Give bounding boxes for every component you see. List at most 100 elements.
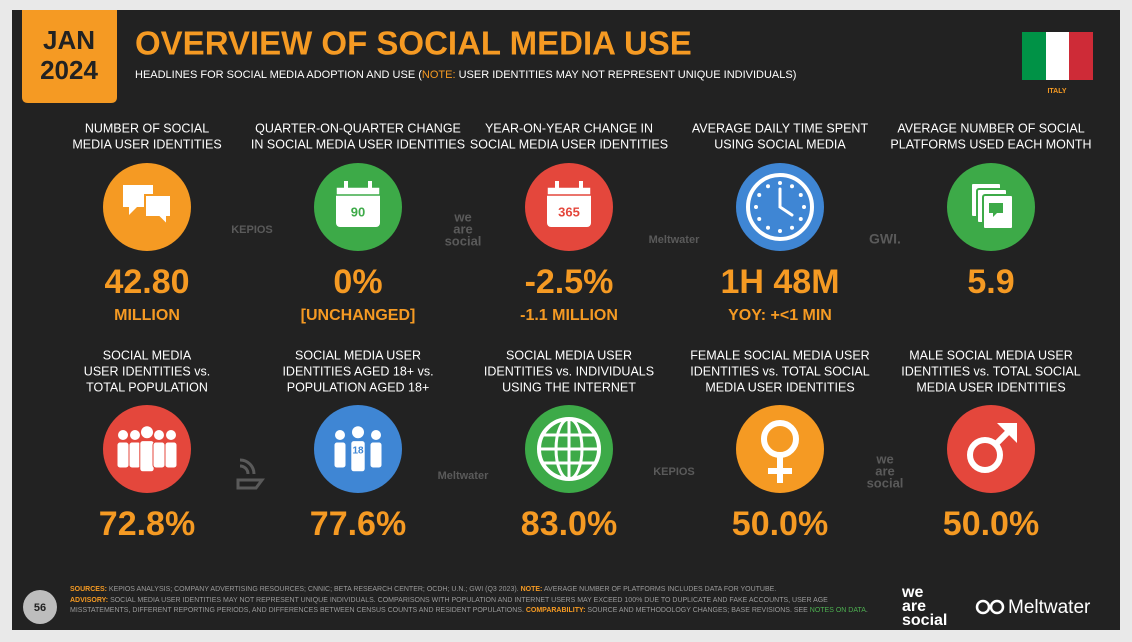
stat-icon: 90 [314,163,402,251]
stat-value: 50.0% [943,505,1039,543]
icon-part [344,181,348,191]
stat-icon [103,163,191,251]
stat-label: MEDIA USER IDENTITIES [72,137,221,151]
icon-part [152,441,166,469]
stat-value: 77.6% [310,505,406,543]
source-logo: GWI. [869,231,901,247]
icon-part [352,426,364,439]
stat-label: SOCIAL MEDIA USER [506,348,632,362]
stat-icon [947,163,1035,251]
stat-label: QUARTER-ON-QUARTER CHANGE [255,121,461,135]
icon-part [123,185,153,215]
icon-part [766,184,770,189]
stat-label: SOCIAL MEDIA USER IDENTITIES [470,137,668,151]
flag-green [1022,32,1046,80]
icon-part [778,181,782,185]
icon-part [116,441,130,469]
icon-part [754,205,758,209]
stat-icon [103,405,191,493]
icon-part [368,181,372,191]
icon-part [579,181,583,191]
icon-part [371,430,381,440]
footer-label: SOURCES: [70,586,107,593]
source-logo: are [875,463,895,478]
stat-label: MEDIA USER IDENTITIES [916,380,1065,394]
stat-label: MEDIA USER IDENTITIES [705,380,854,394]
stat-sub: [UNCHANGED] [301,307,416,324]
source-logo: social [445,233,482,248]
icon-part [333,441,347,469]
footer-label: ADVISORY: [70,596,109,604]
stat-label: MALE SOCIAL MEDIA USER [909,348,1072,362]
icon-part [790,184,794,189]
source-logo: Meltwater [438,470,489,482]
icon-part [539,419,599,479]
date-month: JAN [43,25,95,55]
subtitle-text: HEADLINES FOR SOCIAL MEDIA ADOPTION AND … [135,69,422,81]
stat-icon: 365 [525,163,613,251]
icon-part [350,440,366,473]
stat-label: IN SOCIAL MEDIA USER IDENTITIES [251,137,465,151]
icon-part [798,217,803,221]
icon-part [547,187,591,227]
stat-value: -2.5% [525,263,614,301]
footer-label: NOTE: [520,586,543,593]
stat-icon: 18 [314,405,402,493]
stat-label: SOCIAL MEDIA [103,348,192,362]
icon-part [128,441,142,469]
stat-label: YEAR-ON-YEAR CHANGE IN [485,121,653,135]
meltwater-mark [975,599,1005,615]
stat-value: 5.9 [967,263,1014,301]
icon-part [778,187,794,217]
stat-label: USER IDENTITIES vs. [84,364,210,378]
footer-text: AVERAGE NUMBER OF PLATFORMS INCLUDES DAT… [542,586,777,593]
stat-value: 42.80 [104,263,189,301]
footer-link[interactable]: NOTES ON DATA [809,607,866,614]
icon-part [746,173,814,241]
stat-value: 83.0% [521,505,617,543]
stat-label: IDENTITIES AGED 18+ vs. [282,364,433,378]
icon-part [118,430,128,440]
stat-label: SOCIAL MEDIA USER [295,348,421,362]
stat-label: USING THE INTERNET [502,380,636,394]
icon-part [757,217,762,221]
country: ITALY [1047,88,1066,95]
icon-text: 365 [558,204,580,219]
stat-icon [736,405,824,493]
footer-text: SOURCE AND METHODOLOGY CHANGES; BASE REV… [585,607,810,614]
icon-part [144,194,172,228]
source-logo: we [875,451,893,466]
date-year: 2024 [40,55,98,85]
source-logo: KEPIOS [653,466,695,478]
icon-text: 90 [351,204,365,219]
icon-part [166,430,176,440]
icon-part [154,430,164,440]
page-badge [23,590,57,624]
footer-text: . [865,607,868,614]
stat-value: 1H 48M [720,263,839,301]
flag-red [1069,32,1093,80]
source-icon [236,458,265,490]
stat-icon [947,405,1035,493]
icon-part [139,440,155,473]
flag-white [1046,32,1069,80]
icon-part [335,186,381,196]
stat-label: USING SOCIAL MEDIA [714,137,846,151]
stat-value: 50.0% [732,505,828,543]
icon-part [141,426,153,439]
source-logo: social [867,475,904,490]
source-logo: we [453,209,471,224]
brand-line: are [902,598,926,615]
icon-part [164,441,178,469]
icon-part [369,441,383,469]
icon-part [989,203,1003,217]
subtitle: HEADLINES FOR SOCIAL MEDIA ADOPTION AND … [135,69,796,81]
stat-icon [525,405,613,493]
stat-label: IDENTITIES vs. TOTAL SOCIAL [901,364,1080,378]
footer-text: KEPIOS ANALYSIS; COMPANY ADVERTISING RES… [106,586,521,593]
icon-part [335,430,345,440]
icon-circle [947,405,1035,493]
stat-label: TOTAL POPULATION [86,380,208,394]
